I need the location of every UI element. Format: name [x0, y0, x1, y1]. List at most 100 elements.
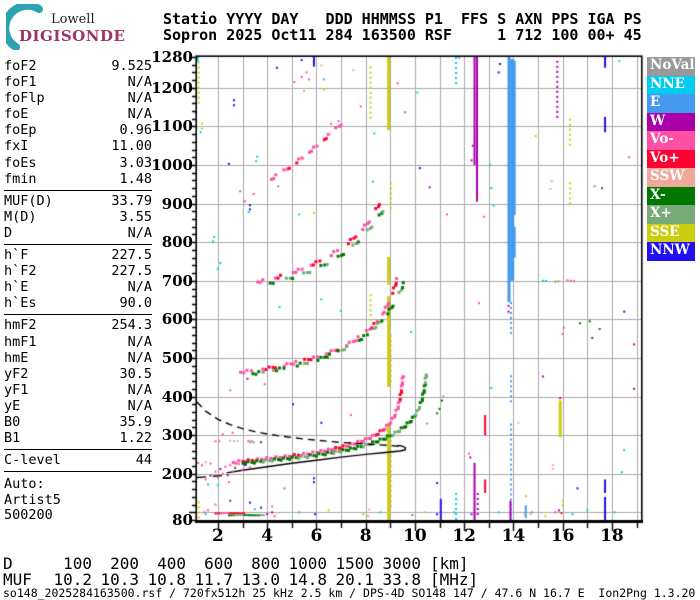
parameter-value: 1.22 — [119, 430, 152, 447]
parameter-label: foE — [4, 106, 29, 123]
parameter-label: h`F — [4, 247, 29, 264]
legend-item-X-: X- — [647, 186, 695, 205]
parameter-value: 35.9 — [119, 413, 152, 430]
x-axis-label: 10 — [403, 526, 427, 546]
y-axis-label: 900 — [161, 194, 193, 213]
parameter-label: MUF(D) — [4, 192, 53, 209]
parameter-value: N/A — [127, 106, 152, 123]
dmuf-value: 11.7 — [194, 569, 233, 589]
parameter-row: yE N/A — [4, 398, 152, 414]
parameter-label: B1 — [4, 430, 21, 447]
parameter-value: N/A — [127, 333, 152, 350]
autoscaling-line: Auto: — [4, 476, 45, 493]
parameter-value: 227.5 — [111, 263, 152, 280]
legend-item-X+: X+ — [647, 205, 695, 224]
dmuf-value: 10.8 — [147, 569, 186, 589]
y-axis-label: 800 — [161, 233, 193, 252]
dmuf-value: 3000 — [382, 554, 421, 573]
legend-item-W: W — [647, 112, 695, 131]
dmuf-value: 600 — [204, 554, 233, 573]
parameter-row: D N/A — [4, 225, 152, 241]
y-axis-label: 300 — [161, 426, 193, 445]
parameter-row: fmin 1.48 — [4, 171, 152, 187]
legend-item-NoVal: NoVal — [647, 57, 695, 76]
parameter-label: yF1 — [4, 381, 29, 398]
parameter-label: foF1 — [4, 74, 37, 91]
parameter-row: foEp 0.96 — [4, 122, 152, 138]
parameter-row: h`F2 227.5 — [4, 263, 152, 279]
parameter-value: 44 — [135, 452, 152, 469]
parameter-value: 1.48 — [119, 170, 152, 187]
dmuf-value: 20.1 — [335, 569, 374, 589]
parameter-label: B0 — [4, 413, 21, 430]
ionogram-canvas — [170, 50, 690, 550]
parameter-value: 0.96 — [119, 122, 152, 139]
parameter-row: C-level 44 — [4, 452, 152, 468]
y-axis-label: 400 — [161, 387, 193, 406]
y-axis-label: 500 — [161, 348, 193, 367]
parameter-value: 30.5 — [119, 365, 152, 382]
d-muf-table: D 100 200 400 600 800 1000 1500 3000 [km] MUF 10.2 1… — [3, 556, 478, 587]
parameter-row: foF1 N/A — [4, 74, 152, 90]
parameter-label: h`F2 — [4, 263, 37, 280]
parameter-row: hmF1 N/A — [4, 334, 152, 350]
parameter-label: h`Es — [4, 295, 37, 312]
parameter-row: MUF(D) 33.79 — [4, 193, 152, 209]
autoscaling-line: 500200 — [4, 507, 53, 524]
x-axis-label: 18 — [600, 526, 624, 546]
parameter-row: yF2 30.5 — [4, 366, 152, 382]
parameter-label: foFlp — [4, 90, 45, 107]
x-axis-label: 8 — [359, 526, 372, 546]
y-axis-label: 1000 — [151, 156, 193, 175]
parameter-row: h`F 227.5 — [4, 247, 152, 263]
parameter-label: foEp — [4, 122, 37, 139]
separator-line — [4, 244, 152, 246]
parameter-label: foEs — [4, 154, 37, 171]
parameter-value: 33.79 — [111, 192, 152, 209]
parameter-label: hmF1 — [4, 333, 37, 350]
parameter-value: N/A — [127, 90, 152, 107]
parameter-row: foEs 3.03 — [4, 155, 152, 171]
parameter-label: hmF2 — [4, 317, 37, 334]
dmuf-unit: [km] — [430, 554, 469, 573]
dmuf-value: 200 — [110, 554, 139, 573]
parameter-row: foE N/A — [4, 106, 152, 122]
x-axis-label: 14 — [501, 526, 526, 546]
legend-item-Vo-: Vo- — [647, 131, 695, 150]
autoscaling-info: Auto: Artist5 500200 — [4, 477, 152, 524]
parameter-row: fxI 11.00 — [4, 138, 152, 154]
parameter-value: N/A — [127, 224, 152, 241]
parameter-value: 11.00 — [111, 138, 152, 155]
parameter-label: yE — [4, 397, 21, 414]
dmuf-unit: [MHz] — [430, 569, 479, 589]
dmuf-value: 13.0 — [241, 569, 280, 589]
header-line-labels: Statio YYYY DAY DDD HHMMSS P1 FFS S AXN … — [163, 10, 642, 28]
parameter-label: fxI — [4, 138, 29, 155]
y-axis-label: 1280 — [151, 48, 193, 66]
status-line: so148_2025284163500.rsf / 720fx512h 25 k… — [3, 586, 696, 600]
dmuf-value: 10.2 — [53, 569, 92, 589]
legend-item-NNW: NNW — [647, 242, 695, 261]
parameter-row: B0 35.9 — [4, 414, 152, 430]
parameter-label: D — [4, 224, 13, 241]
dmuf-value: 1500 — [335, 554, 374, 573]
dmuf-row-label: D — [3, 554, 13, 573]
autoscaling-line: Artist5 — [4, 491, 61, 508]
separator-line — [4, 314, 152, 316]
parameter-value: 9.525 — [111, 58, 152, 74]
parameter-value: 3.55 — [119, 208, 152, 225]
legend-item-Vo+: Vo+ — [647, 149, 695, 168]
parameter-label: hmE — [4, 349, 29, 366]
legend-item-SSW: SSW — [647, 168, 695, 187]
legend-item-SSE: SSE — [647, 223, 695, 242]
parameter-value: 227.5 — [111, 247, 152, 264]
y-axis-label: 80 — [172, 511, 193, 529]
dmuf-row: D 100 200 400 600 800 1000 1500 3000 [km] — [3, 556, 478, 572]
separator-line — [4, 449, 152, 451]
x-axis-label: 16 — [550, 526, 575, 546]
x-axis-label: 12 — [452, 526, 477, 546]
parameter-value: N/A — [127, 74, 152, 91]
parameter-label: yF2 — [4, 365, 29, 382]
parameter-row: yF1 N/A — [4, 382, 152, 398]
